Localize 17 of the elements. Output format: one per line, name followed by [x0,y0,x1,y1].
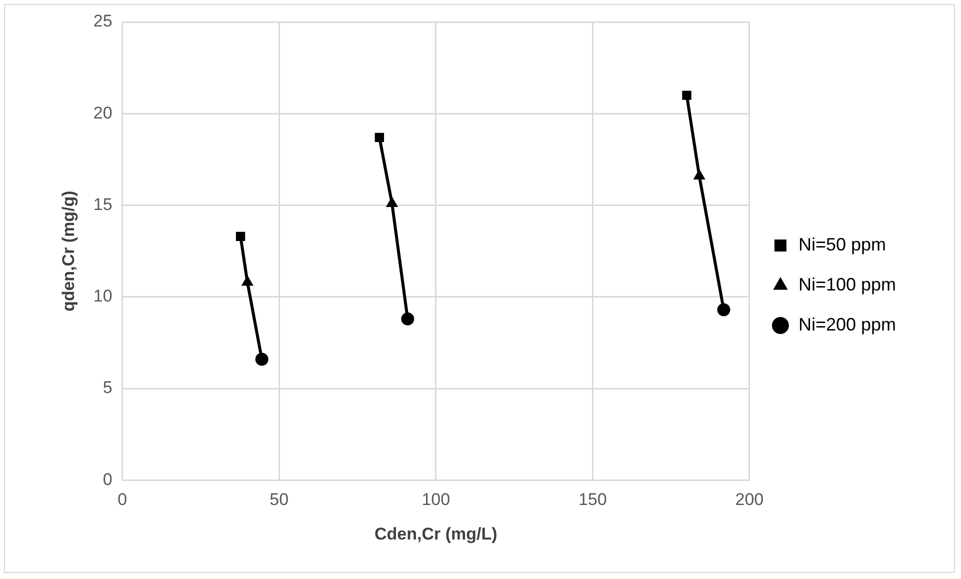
y-tick-label: 5 [102,378,112,398]
x-axis-title: Cden,Cr (mg/L) [374,524,498,544]
legend-label: Ni=50 ppm [798,234,886,254]
x-tick-label: 150 [578,490,607,510]
y-tick-label: 20 [93,103,112,122]
legend-label: Ni=200 ppm [798,314,896,334]
x-tick-label: 50 [270,490,289,510]
x-tick-label: 100 [422,490,450,510]
legend-label: Ni=100 ppm [798,274,896,294]
point [682,90,692,100]
x-tick-label: 0 [118,490,128,510]
y-tick-label: 10 [93,286,112,306]
y-axis-title: qden,Cr (mg/g) [58,190,78,312]
y-tick-label: 0 [102,470,112,489]
y-tick-label: 15 [93,194,112,214]
x-tick-label: 200 [735,490,764,510]
y-tick-label: 25 [93,12,112,31]
